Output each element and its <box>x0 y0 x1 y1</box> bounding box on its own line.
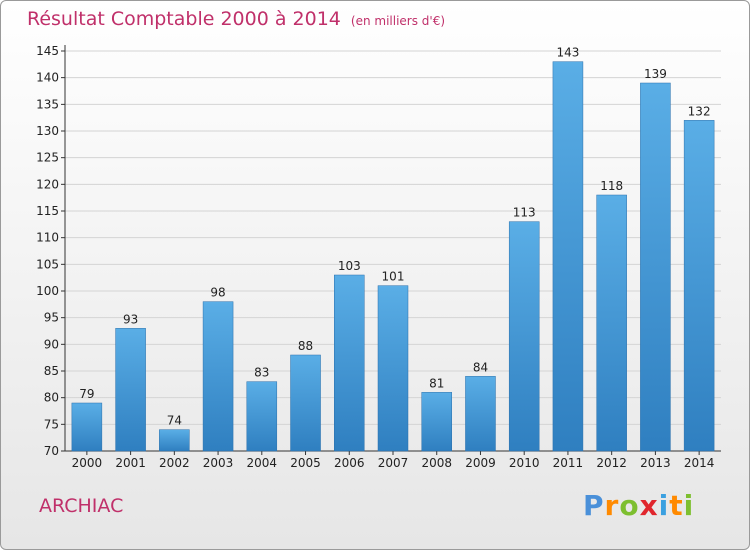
bar <box>159 429 190 452</box>
y-tick-label: 110 <box>36 231 59 245</box>
bar <box>508 221 540 452</box>
x-tick-label: 2007 <box>378 456 409 470</box>
chart-title: Résultat Comptable 2000 à 2014 (en millie… <box>27 8 445 30</box>
data-label: 113 <box>513 206 536 220</box>
labels: 79 93 74 98 83 88 103 101 81 84 113 143 118 139 132 <box>79 46 710 428</box>
brand-letter: t <box>669 489 684 522</box>
bar <box>71 402 103 452</box>
y-tick-label: 90 <box>44 337 59 351</box>
data-label: 88 <box>298 339 313 353</box>
place-name: ARCHIAC <box>39 495 124 517</box>
data-label: 81 <box>429 376 444 390</box>
y-tick-label: 125 <box>36 151 59 165</box>
x-tick-label: 2013 <box>640 456 671 470</box>
brand-logo: Proxiti <box>583 489 694 522</box>
x-tick-label: 2010 <box>509 456 540 470</box>
bar <box>640 82 671 452</box>
brand-letter: r <box>604 489 620 522</box>
bar <box>115 328 146 452</box>
y-tick-label: 120 <box>36 177 59 191</box>
y-tick-label: 105 <box>36 257 59 271</box>
bar <box>202 301 234 452</box>
data-label: 74 <box>167 414 182 428</box>
x-tick-label: 2006 <box>334 456 365 470</box>
y-tick-label: 95 <box>44 311 59 325</box>
data-label: 83 <box>254 366 269 380</box>
data-label: 93 <box>123 312 138 326</box>
y-tick-label: 100 <box>36 284 59 298</box>
x-tick-label: 2012 <box>596 456 627 470</box>
x-tick-label: 2000 <box>72 456 103 470</box>
bar <box>246 381 278 452</box>
x-tick-label: 2003 <box>203 456 234 470</box>
y-tick-label: 85 <box>44 364 59 378</box>
data-label: 98 <box>210 286 225 300</box>
axes: 70 75 80 85 90 95 100 105 110 115 120 125 130 135 140 1… <box>36 44 721 470</box>
data-label: 143 <box>556 46 579 60</box>
chart-title-text: Résultat Comptable 2000 à 2014 <box>27 8 341 30</box>
data-label: 103 <box>338 259 361 273</box>
brand-letter: P <box>583 489 605 522</box>
brand-letter: o <box>619 489 640 522</box>
x-tick-label: 2014 <box>684 456 715 470</box>
bar <box>683 120 715 452</box>
x-tick-label: 2008 <box>421 456 452 470</box>
data-label: 139 <box>644 67 667 81</box>
chart-subtitle: (en milliers d'€) <box>350 14 446 28</box>
y-tick-label: 70 <box>44 444 59 458</box>
bar <box>421 392 452 452</box>
y-tick-label: 135 <box>36 97 59 111</box>
x-tick-label: 2004 <box>247 456 278 470</box>
brand-letter: i <box>658 489 670 522</box>
x-tick-label: 2002 <box>159 456 190 470</box>
brand-letter: x <box>639 489 659 522</box>
y-tick-label: 75 <box>44 417 59 431</box>
bar <box>334 274 365 452</box>
data-label: 132 <box>688 104 711 118</box>
y-tick-label: 145 <box>36 44 59 58</box>
data-label: 118 <box>600 179 623 193</box>
y-tick-label: 115 <box>36 204 59 218</box>
x-tick-label: 2011 <box>553 456 584 470</box>
bar <box>465 376 496 452</box>
bar <box>596 194 627 452</box>
y-tick-label: 140 <box>36 71 59 85</box>
data-label: 79 <box>79 387 94 401</box>
x-tick-label: 2001 <box>115 456 146 470</box>
bar <box>290 354 321 452</box>
bar <box>552 61 584 452</box>
data-label: 101 <box>382 270 405 284</box>
y-tick-label: 130 <box>36 124 59 138</box>
data-label: 84 <box>473 360 488 374</box>
bars <box>71 61 715 452</box>
y-tick-label: 80 <box>44 391 59 405</box>
bar <box>377 285 409 452</box>
x-tick-label: 2009 <box>465 456 496 470</box>
brand-letter: i <box>683 489 695 522</box>
x-tick-label: 2005 <box>290 456 321 470</box>
